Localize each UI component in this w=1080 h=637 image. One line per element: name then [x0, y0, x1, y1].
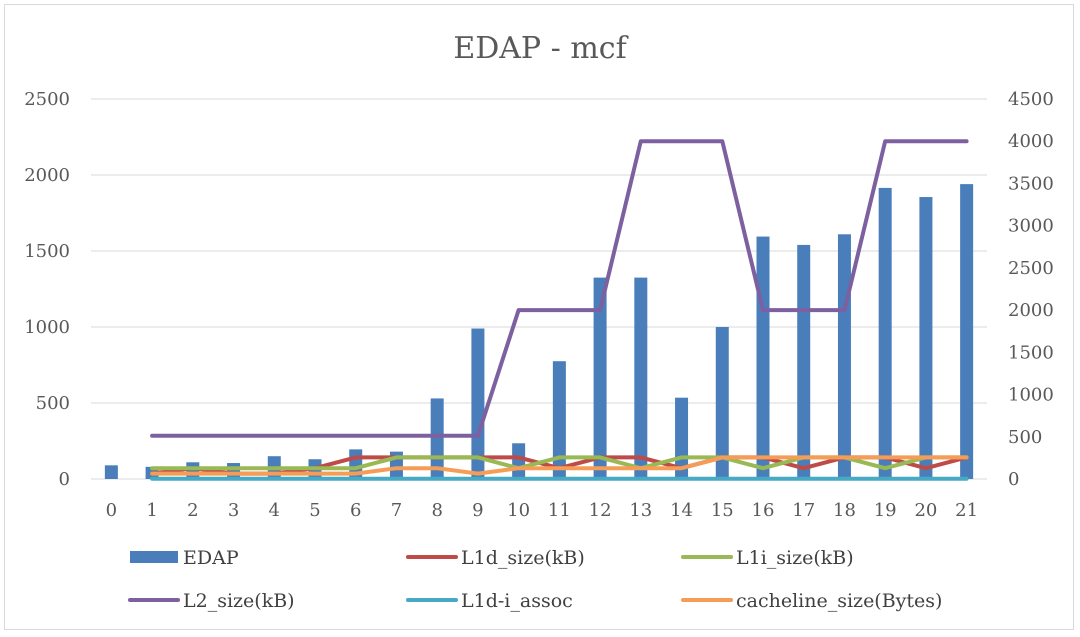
right-tick-label: 1500	[1008, 342, 1054, 363]
legend-label-edap: EDAP	[183, 547, 239, 569]
left-tick-label: 2000	[24, 165, 70, 186]
left-tick-label: 500	[36, 393, 70, 414]
x-tick-label: 18	[833, 500, 856, 521]
x-tick-label: 20	[914, 500, 937, 521]
bar-edap	[797, 244, 811, 479]
x-tick-label: 14	[670, 500, 693, 521]
x-tick-label: 16	[752, 500, 775, 521]
right-axis: 0 500 1000 1500 2000 2500 3000 3500 4000 4500	[1008, 89, 1054, 490]
right-tick-label: 3000	[1008, 216, 1054, 237]
x-tick-label: 19	[874, 500, 897, 521]
x-tick-label: 10	[507, 500, 530, 521]
right-tick-label: 0	[1008, 469, 1019, 490]
x-tick-label: 9	[472, 500, 483, 521]
left-axis: 0 500 1000 1500 2000 2500	[24, 89, 70, 490]
left-tick-label: 2500	[24, 89, 70, 110]
bar-edap	[715, 327, 729, 479]
legend: EDAP L1d_size(kB) L1i_size(kB) L2_size(kB) L…	[128, 547, 942, 612]
bar-edap	[634, 277, 648, 479]
x-tick-label: 6	[350, 500, 361, 521]
left-tick-label: 1500	[24, 241, 70, 262]
line-series	[150, 139, 969, 481]
x-tick-label: 11	[548, 500, 571, 521]
legend-label-cacheline-size-bytes: cacheline_size(Bytes)	[736, 590, 942, 612]
x-tick-label: 1	[146, 500, 157, 521]
x-tick-label: 3	[228, 500, 239, 521]
x-tick-label: 12	[589, 500, 612, 521]
x-tick-label: 17	[792, 500, 815, 521]
right-tick-label: 3500	[1008, 173, 1054, 194]
bar-edap	[756, 236, 770, 479]
x-tick-label: 21	[955, 500, 978, 521]
line-cacheline-size-bytes	[150, 455, 969, 476]
right-tick-label: 500	[1008, 427, 1042, 448]
bar-edap	[471, 328, 485, 479]
bar-edap	[878, 187, 892, 480]
x-tick-label: 13	[629, 500, 652, 521]
gridlines	[91, 98, 987, 480]
bar-edap	[104, 465, 118, 479]
bar-edap	[593, 277, 607, 479]
legend-swatch-edap	[130, 551, 178, 563]
x-tick-label: 5	[309, 500, 320, 521]
x-axis: 0 1 2 3 4 5 6 7 8 9 10 11 12 13 14 15 16 17 18 19 20 21	[106, 500, 978, 521]
bar-edap	[552, 361, 566, 479]
x-tick-label: 2	[187, 500, 198, 521]
right-tick-label: 1000	[1008, 385, 1054, 406]
x-tick-label: 7	[391, 500, 402, 521]
line-l2-size-kb	[150, 139, 969, 438]
x-tick-label: 0	[106, 500, 117, 521]
right-tick-label: 4000	[1008, 131, 1054, 152]
legend-label-l1d-i-assoc: L1d-i_assoc	[461, 590, 573, 612]
x-tick-label: 4	[269, 500, 280, 521]
right-tick-label: 2500	[1008, 258, 1054, 279]
x-tick-label: 15	[711, 500, 734, 521]
right-tick-label: 2000	[1008, 300, 1054, 321]
legend-label-l2-size-kb: L2_size(kB)	[183, 590, 295, 612]
x-tick-label: 8	[431, 500, 442, 521]
chart-frame	[4, 4, 1074, 630]
right-tick-label: 4500	[1008, 89, 1054, 110]
legend-label-l1i-size-kb: L1i_size(kB)	[736, 547, 854, 569]
left-tick-label: 0	[59, 469, 70, 490]
bar-edap	[960, 184, 974, 479]
bar-edap	[837, 234, 851, 479]
bar-edap	[919, 197, 933, 480]
chart-title: EDAP - mcf	[453, 31, 628, 66]
left-tick-label: 1000	[24, 317, 70, 338]
legend-label-l1d-size-kb: L1d_size(kB)	[461, 547, 585, 569]
bar-edap	[512, 443, 526, 479]
